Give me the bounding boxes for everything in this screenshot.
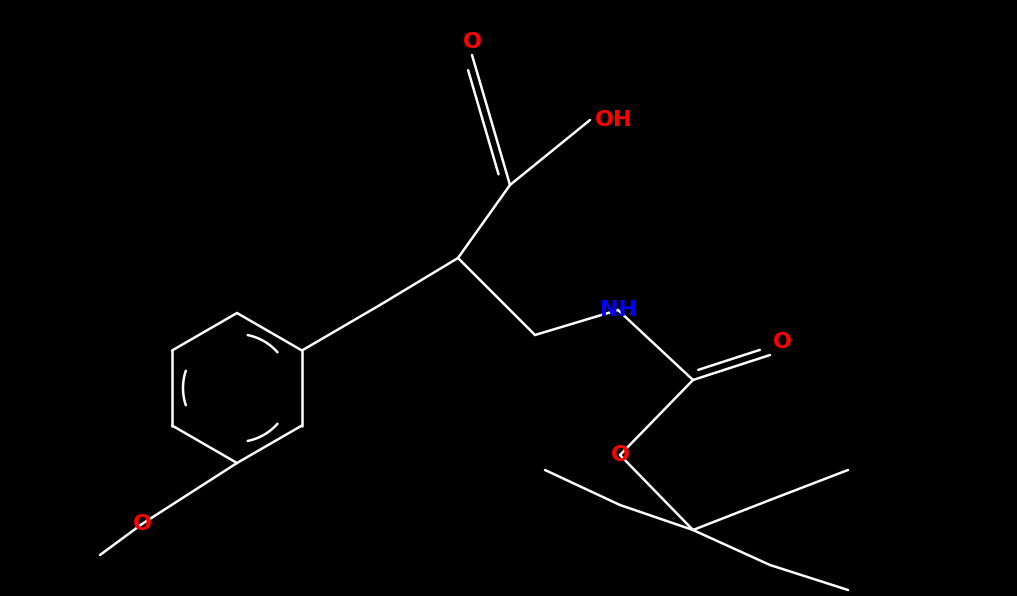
Text: O: O <box>463 32 481 52</box>
Text: O: O <box>132 514 152 534</box>
Text: NH: NH <box>599 300 637 320</box>
Text: OH: OH <box>595 110 633 130</box>
Text: O: O <box>773 332 792 352</box>
Text: O: O <box>610 445 630 465</box>
